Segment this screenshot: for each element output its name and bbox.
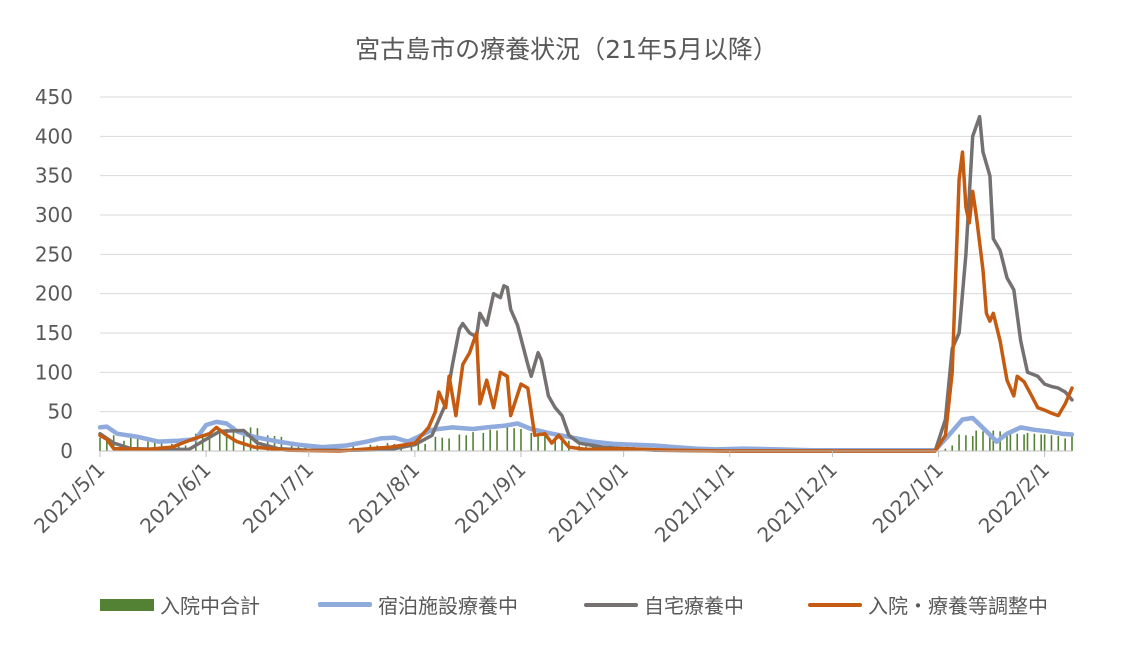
bar xyxy=(944,448,947,451)
bar xyxy=(153,442,156,451)
y-tick-label: 200 xyxy=(35,282,73,306)
bar xyxy=(130,437,132,451)
x-tick-label: 2021/11/1 xyxy=(650,458,739,547)
bar xyxy=(482,432,485,451)
y-tick-label: 400 xyxy=(35,124,73,148)
x-tick-label: 2021/6/1 xyxy=(135,458,215,538)
y-tick-label: 0 xyxy=(60,439,73,463)
bar xyxy=(561,439,563,451)
bar xyxy=(465,435,468,451)
x-tick-label: 2021/7/1 xyxy=(238,458,318,538)
bar xyxy=(971,436,974,451)
bar xyxy=(506,427,509,451)
y-tick-label: 250 xyxy=(35,242,73,266)
y-tick-label: 150 xyxy=(35,321,73,345)
legend-item-hotel: 宿泊施設療養中 xyxy=(318,590,518,619)
bar xyxy=(448,438,450,451)
bar xyxy=(520,428,522,451)
legend-swatch-bar xyxy=(100,598,154,611)
legend: 入院中合計 宿泊施設療養中 自宅療養中 入院・療養等調整中 xyxy=(0,590,1133,618)
bar xyxy=(530,432,533,451)
bar xyxy=(975,430,977,451)
bar xyxy=(225,428,228,451)
x-tick-label: 2021/5/1 xyxy=(29,458,109,538)
x-axis: 2021/5/1 2021/6/1 2021/7/1 2021/8/1 2021/9/1… xyxy=(29,450,1072,547)
bar xyxy=(1033,433,1036,451)
bar xyxy=(1026,432,1029,451)
bar xyxy=(1071,435,1073,451)
y-tick-label: 300 xyxy=(35,203,73,227)
bar xyxy=(297,443,300,451)
y-tick-label: 50 xyxy=(48,400,73,424)
legend-swatch-line xyxy=(808,602,862,607)
bar xyxy=(1006,432,1008,451)
bar xyxy=(195,433,197,451)
bar xyxy=(1023,434,1025,451)
legend-swatch-line xyxy=(318,602,372,607)
y-axis: 0 50 100 150 200 250 300 350 400 450 xyxy=(35,85,73,463)
bar xyxy=(1050,435,1053,451)
bar xyxy=(266,435,269,451)
series-line-3 xyxy=(98,150,1074,453)
x-tick-label: 2021/12/1 xyxy=(752,458,841,547)
legend-swatch-line xyxy=(584,602,638,607)
legend-item-inpatient: 入院中合計 xyxy=(100,590,260,619)
bar xyxy=(147,441,149,451)
bar xyxy=(290,442,293,451)
bar xyxy=(1009,432,1012,451)
bar xyxy=(496,430,498,451)
bar xyxy=(951,445,954,451)
x-tick-label: 2021/9/1 xyxy=(450,458,530,538)
bar xyxy=(441,437,444,451)
bar xyxy=(99,437,101,451)
bar xyxy=(472,432,474,451)
x-tick-label: 2022/2/1 xyxy=(974,458,1054,538)
bar xyxy=(208,435,211,451)
y-tick-label: 100 xyxy=(35,360,73,384)
gridlines xyxy=(100,96,1072,413)
legend-item-home: 自宅療養中 xyxy=(584,590,744,619)
bar xyxy=(242,430,245,451)
bar xyxy=(537,433,539,451)
y-tick-label: 350 xyxy=(35,164,73,188)
x-tick-label: 2021/8/1 xyxy=(344,458,424,538)
bar xyxy=(958,434,960,451)
line-series xyxy=(97,114,1075,453)
bar xyxy=(965,435,967,451)
x-tick-label: 2021/10/1 xyxy=(544,458,633,547)
legend-item-adjusting: 入院・療養等調整中 xyxy=(808,590,1048,619)
bar xyxy=(106,438,108,451)
legend-label: 自宅療養中 xyxy=(644,594,744,618)
legend-label: 入院・療養等調整中 xyxy=(868,594,1048,618)
bar xyxy=(554,439,556,451)
bar xyxy=(513,428,515,451)
bar xyxy=(1043,434,1046,451)
bar xyxy=(489,429,491,451)
bar xyxy=(218,428,221,451)
bar xyxy=(1057,436,1060,451)
bar xyxy=(136,438,139,451)
series-line-2 xyxy=(98,114,1074,453)
bar xyxy=(458,434,461,451)
bar xyxy=(273,436,276,451)
bar xyxy=(1064,438,1066,451)
y-tick-label: 450 xyxy=(35,85,73,109)
bar xyxy=(982,431,984,451)
series-line-1 xyxy=(97,415,1075,453)
bar xyxy=(544,434,546,451)
legend-label: 宿泊施設療養中 xyxy=(378,594,518,618)
x-tick-label: 2022/1/1 xyxy=(868,458,948,538)
bar xyxy=(434,436,437,451)
bar xyxy=(1040,434,1042,451)
bar xyxy=(1016,433,1019,451)
legend-label: 入院中合計 xyxy=(160,594,260,618)
bar xyxy=(989,432,991,451)
chart-title: 宮古島市の療養状況（21年5月以降） xyxy=(355,35,778,64)
bar xyxy=(417,443,420,451)
bar xyxy=(424,443,426,451)
